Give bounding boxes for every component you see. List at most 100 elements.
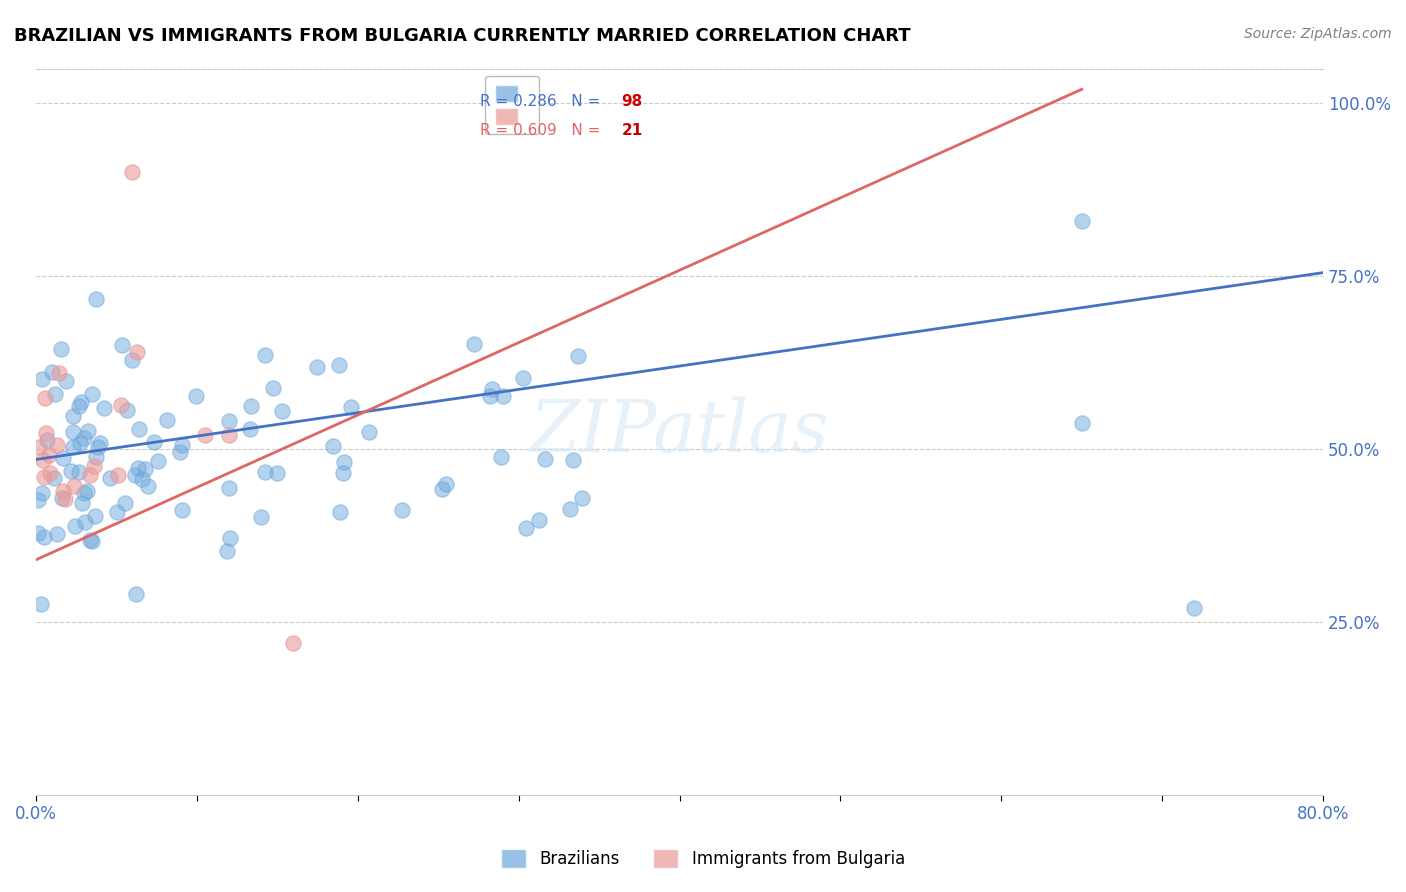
Point	[67, 465, 90, 479]
Point	[125, 587, 148, 601]
Point	[107, 467, 129, 482]
Point	[69, 394, 91, 409]
Text: Source: ZipAtlas.com: Source: ZipAtlas.com	[1244, 27, 1392, 41]
Point	[62, 440, 84, 454]
Point	[134, 462, 156, 476]
Point	[434, 476, 457, 491]
Point	[69, 435, 91, 450]
Point	[333, 455, 356, 469]
Point	[80, 387, 103, 401]
Point	[110, 398, 132, 412]
Point	[89, 435, 111, 450]
Point	[44, 387, 66, 401]
Point	[34, 392, 56, 406]
Point	[527, 512, 550, 526]
Point	[172, 437, 194, 451]
Point	[218, 531, 240, 545]
Point	[1184, 601, 1206, 615]
Point	[240, 399, 263, 413]
Point	[73, 486, 96, 500]
Point	[87, 440, 110, 454]
Point	[332, 466, 354, 480]
Point	[328, 358, 350, 372]
Point	[75, 516, 97, 530]
Point	[79, 467, 101, 482]
Point	[391, 503, 413, 517]
Point	[84, 450, 107, 464]
Point	[128, 422, 150, 436]
Text: 21: 21	[621, 123, 643, 137]
Point	[105, 506, 128, 520]
Point	[62, 425, 84, 439]
Point	[1070, 213, 1092, 227]
Point	[53, 491, 76, 506]
Point	[27, 525, 49, 540]
Point	[305, 359, 328, 374]
Point	[136, 478, 159, 492]
Point	[37, 434, 59, 448]
Point	[121, 353, 143, 368]
Point	[254, 348, 277, 362]
Point	[571, 491, 593, 506]
Text: 98: 98	[621, 94, 643, 109]
Point	[558, 502, 581, 516]
Point	[142, 434, 165, 449]
Point	[117, 402, 139, 417]
Point	[46, 438, 69, 452]
Point	[76, 483, 98, 498]
Point	[44, 471, 66, 485]
Point	[271, 404, 294, 418]
Point	[35, 425, 58, 440]
Point	[283, 636, 305, 650]
Text: BRAZILIAN VS IMMIGRANTS FROM BULGARIA CURRENTLY MARRIED CORRELATION CHART: BRAZILIAN VS IMMIGRANTS FROM BULGARIA CU…	[14, 27, 911, 45]
Point	[172, 503, 194, 517]
Point	[121, 165, 143, 179]
Point	[512, 371, 534, 385]
Point	[111, 338, 134, 352]
Point	[567, 349, 589, 363]
Text: R = 0.286   N =: R = 0.286 N =	[479, 94, 605, 109]
Point	[340, 400, 363, 414]
Point	[146, 454, 169, 468]
Point	[1070, 417, 1092, 431]
Point	[215, 543, 238, 558]
Point	[463, 336, 485, 351]
Point	[52, 483, 75, 498]
Point	[124, 467, 146, 482]
Point	[34, 470, 56, 484]
Point	[59, 465, 82, 479]
Point	[489, 450, 512, 464]
Point	[27, 492, 49, 507]
Point	[49, 342, 72, 356]
Point	[515, 521, 537, 535]
Point	[73, 431, 96, 445]
Point	[46, 526, 69, 541]
Point	[63, 518, 86, 533]
Point	[67, 399, 90, 413]
Text: R = 0.609   N =: R = 0.609 N =	[479, 123, 605, 137]
Point	[329, 505, 352, 519]
Point	[31, 486, 53, 500]
Point	[48, 366, 70, 380]
Point	[186, 388, 208, 402]
Point	[561, 453, 583, 467]
Point	[41, 365, 63, 379]
Point	[80, 533, 103, 548]
Point	[30, 597, 52, 611]
Point	[262, 381, 284, 395]
Point	[52, 450, 75, 465]
Point	[32, 530, 55, 544]
Point	[492, 388, 515, 402]
Point	[93, 401, 115, 415]
Point	[250, 510, 273, 524]
Point	[31, 453, 53, 467]
Point	[84, 293, 107, 307]
Point	[430, 482, 453, 496]
Point	[169, 445, 191, 459]
Point	[31, 372, 53, 386]
Point	[156, 413, 179, 427]
Point	[218, 428, 240, 442]
Point	[322, 440, 344, 454]
Point	[72, 496, 94, 510]
Point	[127, 461, 149, 475]
